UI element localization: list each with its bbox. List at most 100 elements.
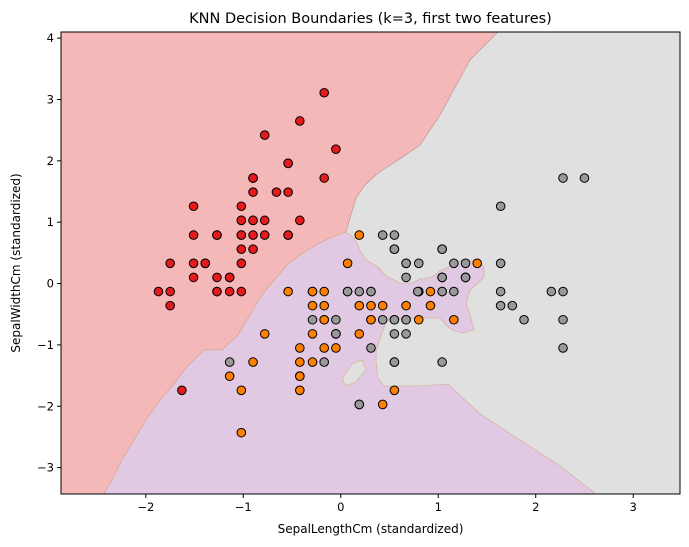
- data-point: [248, 244, 258, 254]
- data-point: [507, 300, 518, 311]
- data-point: [295, 116, 305, 126]
- y-tick-label: 4: [47, 31, 54, 45]
- data-point: [295, 357, 305, 367]
- data-point: [331, 144, 341, 154]
- data-point: [307, 357, 318, 367]
- data-point: [558, 173, 568, 183]
- data-point: [519, 314, 529, 325]
- data-point: [354, 329, 365, 339]
- y-tick-label: 0: [47, 277, 54, 291]
- data-point: [165, 258, 175, 269]
- data-point: [271, 187, 282, 197]
- x-tick-label: −1: [235, 500, 252, 514]
- data-point: [283, 286, 293, 297]
- data-point: [224, 286, 235, 297]
- data-point: [413, 258, 424, 269]
- data-point: [354, 300, 365, 311]
- data-point: [236, 385, 247, 396]
- data-point: [319, 343, 329, 353]
- data-point: [248, 187, 258, 197]
- data-point: [389, 357, 400, 367]
- data-point: [377, 300, 388, 311]
- data-point: [188, 272, 199, 283]
- data-point: [212, 230, 222, 240]
- data-point: [449, 314, 459, 325]
- data-point: [354, 286, 365, 297]
- data-point: [248, 357, 258, 367]
- y-tick-label: −2: [37, 399, 54, 413]
- data-point: [401, 300, 411, 311]
- data-point: [366, 300, 376, 311]
- data-point: [177, 385, 187, 396]
- x-axis: −2 −1 0 1 2 3: [137, 494, 637, 514]
- data-point: [331, 314, 341, 325]
- y-tick-label: −1: [37, 338, 54, 352]
- data-point: [319, 173, 329, 183]
- data-point: [283, 187, 293, 197]
- data-point: [259, 230, 270, 240]
- data-point: [354, 399, 365, 410]
- data-point: [401, 272, 411, 283]
- data-point: [236, 427, 247, 438]
- data-point: [412, 286, 423, 297]
- data-point: [377, 399, 388, 410]
- data-point: [200, 258, 211, 269]
- plot-area: [60, 31, 681, 495]
- data-point: [307, 300, 318, 311]
- data-point: [558, 343, 568, 353]
- data-point: [579, 173, 590, 183]
- data-point: [236, 230, 247, 240]
- data-point: [307, 314, 318, 325]
- plot-frame: [60, 31, 681, 495]
- data-point: [401, 329, 411, 339]
- data-point: [389, 329, 400, 339]
- data-point: [236, 286, 247, 297]
- data-point: [495, 258, 506, 269]
- data-point: [295, 215, 305, 226]
- y-tick-label: 1: [47, 215, 54, 229]
- data-point: [295, 343, 305, 353]
- y-tick-label: 2: [47, 154, 54, 168]
- data-point: [495, 201, 506, 212]
- data-point: [319, 314, 329, 325]
- data-point: [153, 286, 164, 297]
- data-point: [366, 343, 376, 353]
- data-point: [377, 230, 388, 240]
- data-point: [212, 272, 222, 283]
- data-point: [319, 286, 329, 297]
- data-point: [331, 329, 341, 339]
- x-tick-label: 1: [435, 500, 442, 514]
- data-point: [460, 258, 471, 269]
- data-point: [236, 244, 247, 254]
- data-point: [236, 215, 247, 226]
- y-tick-label: 3: [47, 92, 54, 106]
- data-point: [248, 230, 258, 240]
- series-class-0: [153, 87, 341, 396]
- data-point: [437, 286, 447, 297]
- series-class-2: [224, 173, 590, 410]
- data-point: [295, 371, 305, 381]
- data-point: [248, 173, 258, 183]
- data-point: [425, 286, 436, 297]
- data-point: [401, 314, 411, 325]
- scatter-points: [153, 87, 590, 438]
- data-point: [495, 286, 506, 297]
- data-point: [259, 215, 270, 226]
- y-axis: −3 −2 −1 0 1 2 3 4: [37, 31, 61, 475]
- chart-title: KNN Decision Boundaries (k=3, first two …: [189, 11, 552, 27]
- data-point: [295, 385, 305, 396]
- data-point: [449, 258, 459, 269]
- data-point: [366, 314, 376, 325]
- y-tick-label: −3: [37, 461, 54, 475]
- data-point: [377, 314, 388, 325]
- data-point: [224, 371, 235, 381]
- data-point: [460, 272, 471, 283]
- x-tick-label: 0: [337, 500, 344, 514]
- data-point: [449, 286, 459, 297]
- data-point: [366, 286, 376, 297]
- data-point: [437, 244, 447, 254]
- x-tick-label: −2: [137, 500, 154, 514]
- data-point: [307, 286, 318, 297]
- data-point: [259, 130, 270, 140]
- data-point: [413, 314, 424, 325]
